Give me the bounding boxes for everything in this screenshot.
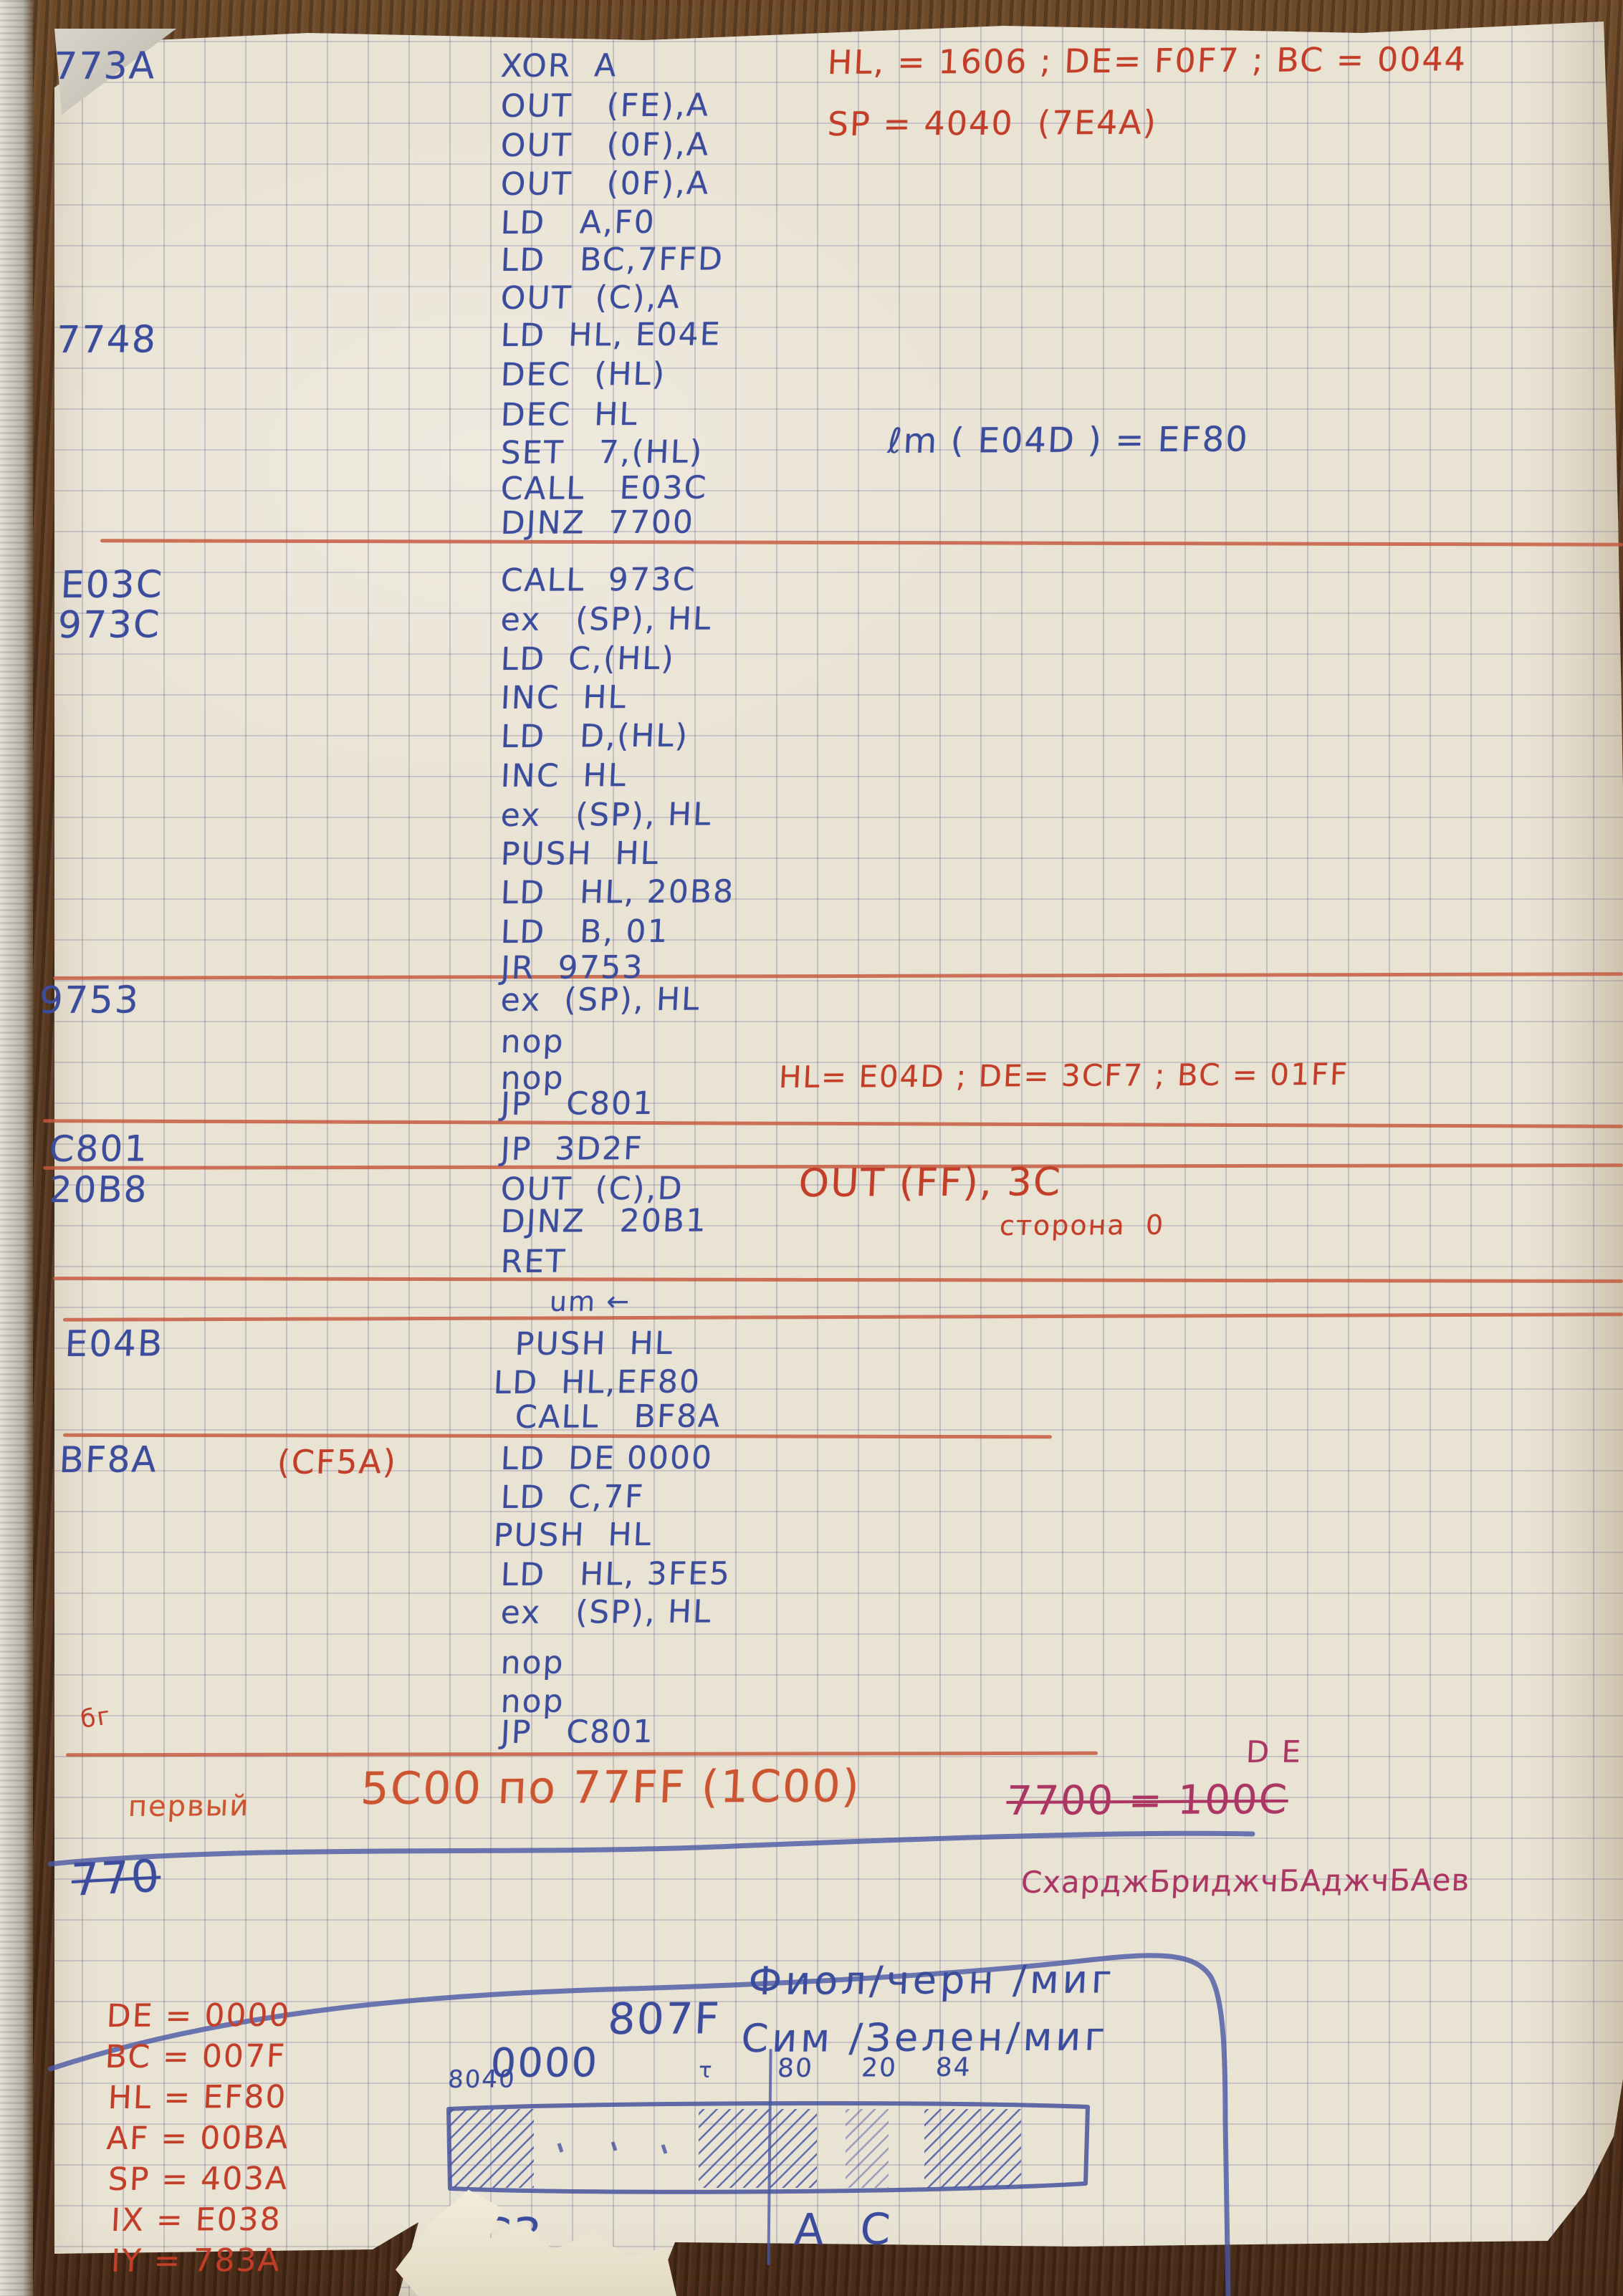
register-note-mid: HL= E04D ; DE= 3CF7 ; BC = 01FF bbox=[777, 1056, 1350, 1095]
register-value: DE = 0000 bbox=[105, 1997, 292, 2035]
addr-label: 773A bbox=[52, 44, 157, 88]
addr-label: C801 bbox=[48, 1128, 150, 1170]
code-line: ex (SP), HL bbox=[499, 796, 713, 834]
code-line: LD A,F0 bbox=[499, 203, 656, 241]
address-range-note: 5C00 по 77FF (1C00) bbox=[359, 1759, 862, 1815]
code-line: LD HL,EF80 bbox=[492, 1363, 702, 1401]
code-line: ex (SP), HL bbox=[499, 1593, 713, 1631]
code-line: SET 7,(HL) bbox=[499, 433, 704, 471]
addr-label: 973C bbox=[57, 603, 162, 647]
pervyi-label: первый bbox=[127, 1790, 251, 1823]
code-line: LD BC,7FFD bbox=[499, 241, 725, 279]
code-line: JP C801 bbox=[499, 1085, 656, 1123]
book-binding-edge bbox=[0, 0, 33, 2296]
tau-mark: τ bbox=[698, 2057, 714, 2083]
code-line: LD HL, 20B8 bbox=[499, 873, 736, 911]
register-note-top-1: HL, = 1606 ; DE= F0F7 ; BC = 0044 bbox=[826, 39, 1468, 82]
code-line: LD DE 0000 bbox=[499, 1439, 714, 1477]
code-line: LD HL, E04E bbox=[499, 316, 722, 354]
code-line: LD D,(HL) bbox=[499, 717, 690, 755]
code-line: PUSH HL bbox=[514, 1325, 675, 1363]
register-value: HL = EF80 bbox=[107, 2078, 288, 2116]
addr-label: E04B bbox=[64, 1322, 165, 1365]
code-line: JP C801 bbox=[499, 1713, 656, 1751]
magenta-name-note: СхарджБриджчБАджчБАев bbox=[1020, 1862, 1471, 1900]
memory-note: ℓm ( E04D ) = EF80 bbox=[886, 419, 1250, 461]
code-line: DEC (HL) bbox=[499, 355, 667, 393]
register-value: AF = 00BA bbox=[105, 2119, 290, 2157]
code-line: LD C,(HL) bbox=[499, 640, 676, 678]
code-line: OUT (FE),A bbox=[499, 87, 711, 125]
side-note: сторона 0 bbox=[998, 1209, 1166, 1241]
code-line: JR 9753 bbox=[499, 948, 645, 986]
register-value: IX = E038 bbox=[110, 2201, 282, 2239]
code-line: PUSH HL bbox=[499, 835, 661, 873]
addr-label: 20B8 bbox=[48, 1168, 149, 1211]
code-line: CALL BF8A bbox=[514, 1398, 722, 1436]
um-arrow-note: um ← bbox=[548, 1285, 632, 1317]
code-line: OUT (C),D bbox=[499, 1170, 684, 1208]
code-line: INC HL bbox=[499, 757, 628, 794]
code-line: OUT (0F),A bbox=[499, 126, 711, 164]
hex-value: 807F bbox=[606, 1994, 722, 2045]
color-note-1: Фиол/черн /миг bbox=[747, 1956, 1116, 2004]
code-line: LD B, 01 bbox=[499, 913, 670, 951]
code-line: nop bbox=[499, 1644, 565, 1681]
register-value: BC = 007F bbox=[104, 2037, 287, 2075]
code-line: JP 3D2F bbox=[499, 1130, 644, 1168]
code-line: INC HL bbox=[499, 679, 628, 716]
alt-addr-note: (CF5A) bbox=[276, 1442, 398, 1481]
de-superscript: D E bbox=[1245, 1734, 1303, 1769]
hex-byte-ac: A C bbox=[793, 2204, 904, 2255]
code-line: ex (SP), HL bbox=[499, 981, 702, 1019]
strip-start-address: 8040 bbox=[447, 2065, 517, 2094]
register-value: SP = 403A bbox=[107, 2160, 289, 2198]
code-line: DJNZ 7700 bbox=[499, 504, 695, 542]
addr-label: BF8A bbox=[58, 1438, 159, 1481]
addr-label: E03C bbox=[59, 563, 165, 607]
margin-mark: бг bbox=[78, 1701, 113, 1734]
out-ff-note: OUT (FF), 3C bbox=[798, 1159, 1063, 1206]
code-line: ex (SP), HL bbox=[499, 600, 713, 638]
code-line: CALL 973C bbox=[499, 561, 697, 599]
addr-label: 7748 bbox=[55, 318, 158, 362]
addr-label: 9753 bbox=[38, 979, 141, 1022]
register-value: IY = 783A bbox=[110, 2242, 282, 2280]
code-line: XOR A bbox=[499, 47, 618, 85]
struck-address: 770 bbox=[70, 1849, 162, 1906]
code-line: DEC HL bbox=[499, 395, 640, 433]
strip-value-marks: 80 20 84 bbox=[777, 2052, 972, 2083]
sum-note-struck: 7700 = 100C bbox=[1005, 1776, 1290, 1825]
code-line: CALL E03C bbox=[499, 469, 709, 507]
code-line: RET bbox=[499, 1243, 568, 1280]
code-line: DJNZ 20B1 bbox=[499, 1202, 709, 1240]
code-line: PUSH HL bbox=[492, 1516, 653, 1554]
code-line: OUT (0F),A bbox=[499, 165, 711, 203]
code-line: nop bbox=[499, 1023, 565, 1060]
register-note-top-2: SP = 4040 (7E4A) bbox=[826, 102, 1159, 143]
code-line: LD HL, 3FE5 bbox=[499, 1555, 732, 1593]
code-line: LD C,7F bbox=[499, 1478, 646, 1516]
code-line: OUT (C),A bbox=[499, 279, 681, 317]
